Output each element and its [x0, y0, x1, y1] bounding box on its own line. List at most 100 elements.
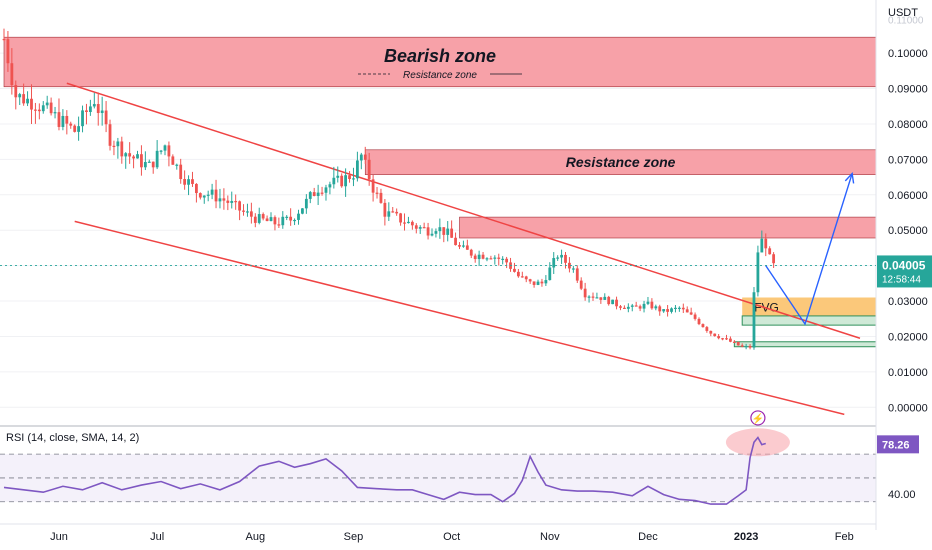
candle-body — [732, 341, 736, 343]
candle-body — [630, 305, 634, 307]
candle-body — [53, 112, 57, 114]
candle-body — [674, 307, 677, 310]
resistance-zone[interactable] — [459, 216, 877, 239]
trendline[interactable] — [66, 82, 861, 339]
candle-body — [332, 177, 336, 185]
candle-body — [446, 228, 450, 235]
candle-body — [395, 211, 399, 214]
candle-body — [179, 164, 183, 180]
projection-arrowhead — [844, 172, 855, 184]
candle-body — [477, 254, 481, 260]
rsi-tick-label: 40.00 — [888, 489, 916, 501]
candle-body — [348, 175, 351, 180]
support-box[interactable] — [741, 315, 877, 326]
candle-body — [579, 280, 583, 289]
candle-body — [371, 179, 375, 193]
countdown-timer: 12:58:44 — [882, 274, 921, 285]
candle-body — [301, 208, 304, 214]
candle-body — [638, 306, 642, 309]
candle-body — [536, 281, 540, 285]
candle-body — [49, 102, 53, 114]
candle-body — [41, 105, 45, 112]
price-tick-label: 0.03000 — [888, 296, 928, 308]
candle-body — [18, 94, 22, 98]
candle-body — [261, 214, 265, 219]
candle-body — [548, 267, 552, 281]
candle-body — [744, 346, 748, 348]
candle-body — [693, 314, 697, 319]
candle-body — [623, 307, 626, 309]
candle-body — [92, 104, 96, 107]
fvg-zone[interactable] — [742, 297, 876, 317]
candle-body — [281, 216, 285, 226]
candle-body — [697, 318, 701, 325]
candle-body — [689, 312, 693, 315]
candle-body — [619, 306, 622, 308]
candle-body — [725, 338, 728, 340]
time-axis[interactable]: Jun Jul Aug Sep Oct Nov Dec 2023 Feb — [0, 523, 876, 543]
candle-body — [249, 211, 253, 217]
rsi-line — [3, 436, 766, 505]
candle-body — [304, 198, 308, 209]
candle-body — [187, 179, 190, 185]
candle-body — [73, 125, 77, 132]
candle-body — [391, 211, 395, 213]
candle-body — [685, 309, 689, 313]
candle-body — [297, 213, 300, 220]
candle-body — [560, 254, 563, 258]
price-tick-label: 0.06000 — [888, 190, 928, 202]
lightning-glyph: ⚡ — [752, 412, 764, 425]
candle-body — [626, 306, 630, 309]
candle-body — [293, 219, 296, 222]
candle-body — [399, 213, 402, 223]
last-price-badge[interactable] — [877, 255, 932, 288]
candle-body — [748, 346, 752, 348]
candle-body — [418, 227, 422, 229]
candle-body — [238, 201, 241, 211]
candle-body — [568, 262, 571, 269]
candle-body — [320, 192, 324, 194]
candle-body — [308, 192, 312, 199]
candle-body — [701, 324, 705, 328]
candle-body — [202, 195, 206, 198]
candle-body — [410, 221, 414, 226]
price-tick-label: 0.09000 — [888, 84, 928, 96]
candle-body — [206, 194, 210, 196]
candle-body — [210, 189, 214, 195]
candle-body — [214, 189, 218, 202]
candle-body — [662, 309, 666, 312]
trendline[interactable] — [74, 220, 845, 416]
candle-body — [10, 63, 14, 86]
candle-body — [336, 175, 340, 178]
zones-layer: Bearish zone Resistance zone Resistance zo… — [3, 36, 877, 348]
candle-body — [544, 280, 548, 284]
candle-body — [14, 85, 18, 98]
candle-body — [234, 201, 238, 203]
candle-body — [642, 303, 646, 309]
candle-body — [442, 227, 446, 235]
support-box[interactable] — [733, 341, 877, 348]
partial-tick-label: 0.11000 — [888, 15, 924, 26]
projection-path[interactable] — [765, 173, 853, 326]
candle-body — [497, 257, 501, 259]
zone-label: Resistance zone — [566, 154, 676, 170]
last-price-value: 0.04005 — [882, 258, 926, 272]
candle-body — [469, 249, 473, 256]
resistance-zone[interactable] — [3, 36, 877, 88]
candle-body — [658, 306, 662, 312]
candle-body — [528, 279, 532, 282]
price-tick-label: 0.00000 — [888, 402, 928, 414]
candle-body — [485, 258, 489, 260]
candle-body — [462, 245, 465, 247]
resistance-zone[interactable] — [364, 149, 877, 175]
candle-body — [654, 306, 658, 309]
candle-body — [316, 192, 320, 196]
candle-body — [77, 126, 81, 132]
price-tick-label: 0.08000 — [888, 119, 928, 131]
rsi-value-badge[interactable] — [877, 435, 919, 454]
candle-body — [670, 308, 673, 312]
lightning-icon[interactable] — [750, 410, 766, 426]
candle-body — [100, 110, 104, 114]
